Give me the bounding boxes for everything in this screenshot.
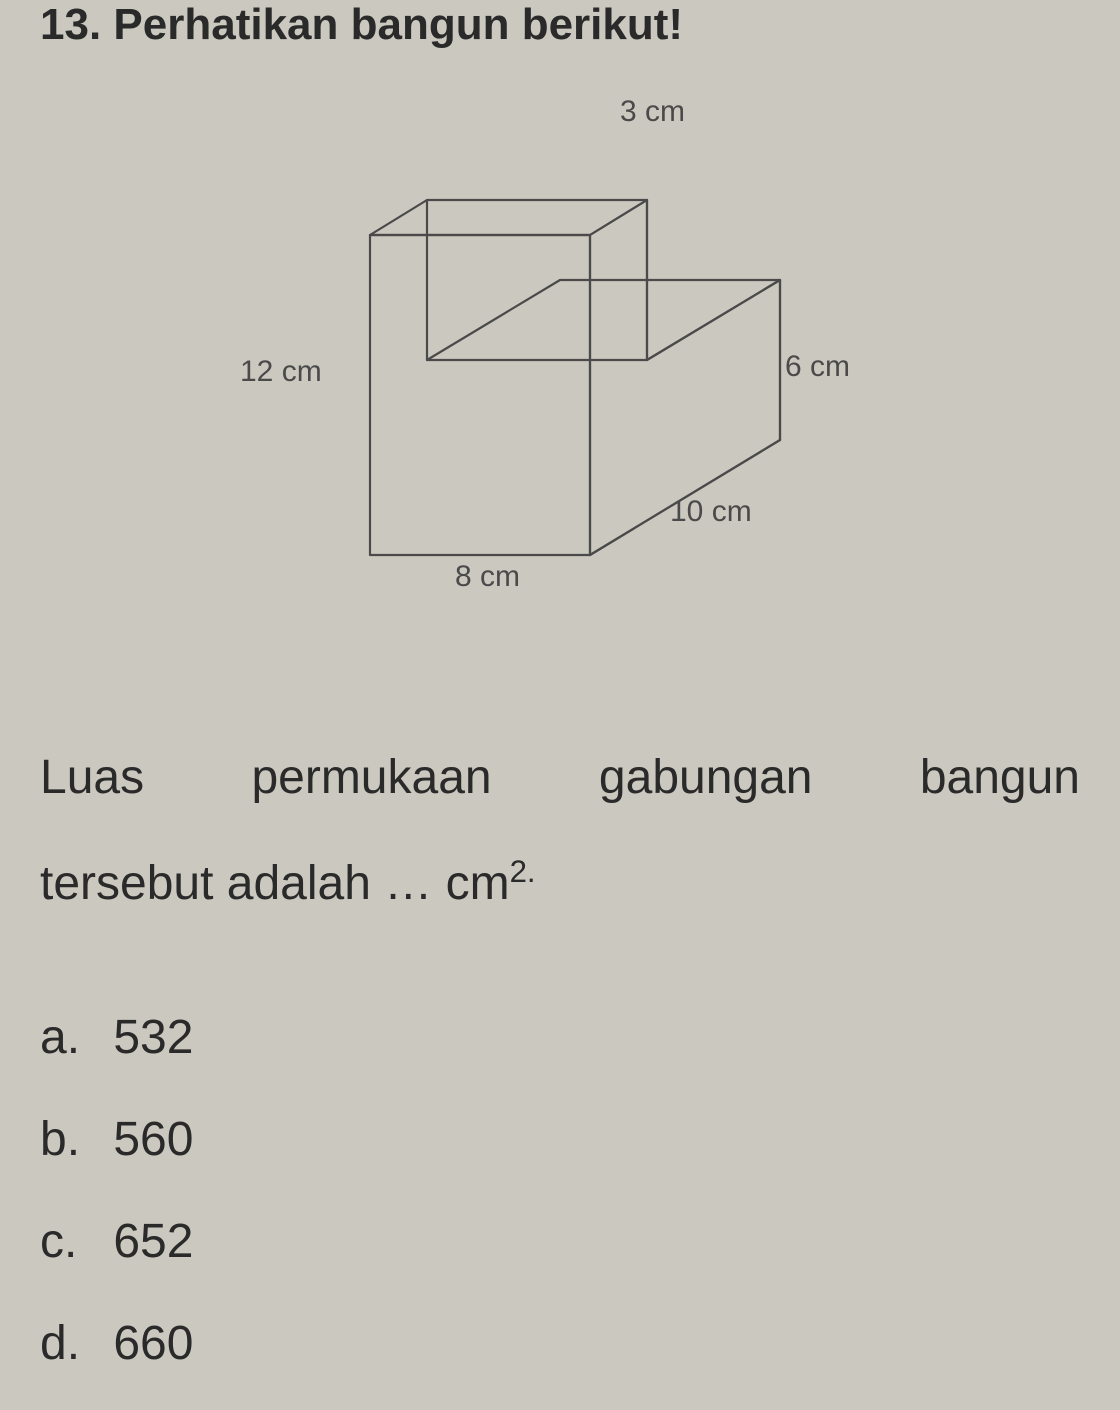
qword-0: Luas bbox=[40, 730, 144, 826]
qline2-exp: 2. bbox=[510, 854, 536, 889]
option-b: b. 560 bbox=[40, 1092, 193, 1188]
option-value: 560 bbox=[113, 1113, 193, 1166]
option-letter: a. bbox=[40, 990, 100, 1086]
dim-right-height: 6 cm bbox=[785, 350, 850, 384]
qword-1: permukaan bbox=[251, 730, 491, 826]
dim-front-depth: 10 cm bbox=[670, 495, 752, 529]
dim-bottom-width: 8 cm bbox=[455, 560, 520, 594]
option-d: d. 660 bbox=[40, 1296, 193, 1392]
question-prompt: Perhatikan bangun berikut! bbox=[113, 0, 683, 49]
page: 13. Perhatikan bangun berikut! bbox=[0, 0, 1120, 1410]
option-letter: c. bbox=[40, 1194, 100, 1290]
option-letter: d. bbox=[40, 1296, 100, 1392]
option-letter: b. bbox=[40, 1092, 100, 1188]
question-body-line1: Luas permukaan gabungan bangun bbox=[40, 730, 1080, 826]
option-value: 660 bbox=[113, 1317, 193, 1370]
question-body: Luas permukaan gabungan bangun tersebut … bbox=[40, 730, 1080, 932]
dim-top-depth: 3 cm bbox=[620, 95, 685, 129]
options: a. 532 b. 560 c. 652 d. 660 bbox=[40, 990, 193, 1398]
option-c: c. 652 bbox=[40, 1194, 193, 1290]
option-a: a. 532 bbox=[40, 990, 193, 1086]
question-body-line2: tersebut adalah … cm2. bbox=[40, 836, 1080, 932]
question-number: 13. bbox=[40, 0, 101, 49]
figure: 3 cm 12 cm 6 cm 10 cm 8 cm bbox=[200, 100, 900, 620]
qline2-prefix: tersebut adalah … cm bbox=[40, 857, 510, 910]
qword-3: bangun bbox=[920, 730, 1080, 826]
question-header: 13. Perhatikan bangun berikut! bbox=[40, 0, 683, 50]
option-value: 532 bbox=[113, 1011, 193, 1064]
dim-left-height: 12 cm bbox=[240, 355, 322, 389]
qword-2: gabungan bbox=[599, 730, 813, 826]
option-value: 652 bbox=[113, 1215, 193, 1268]
